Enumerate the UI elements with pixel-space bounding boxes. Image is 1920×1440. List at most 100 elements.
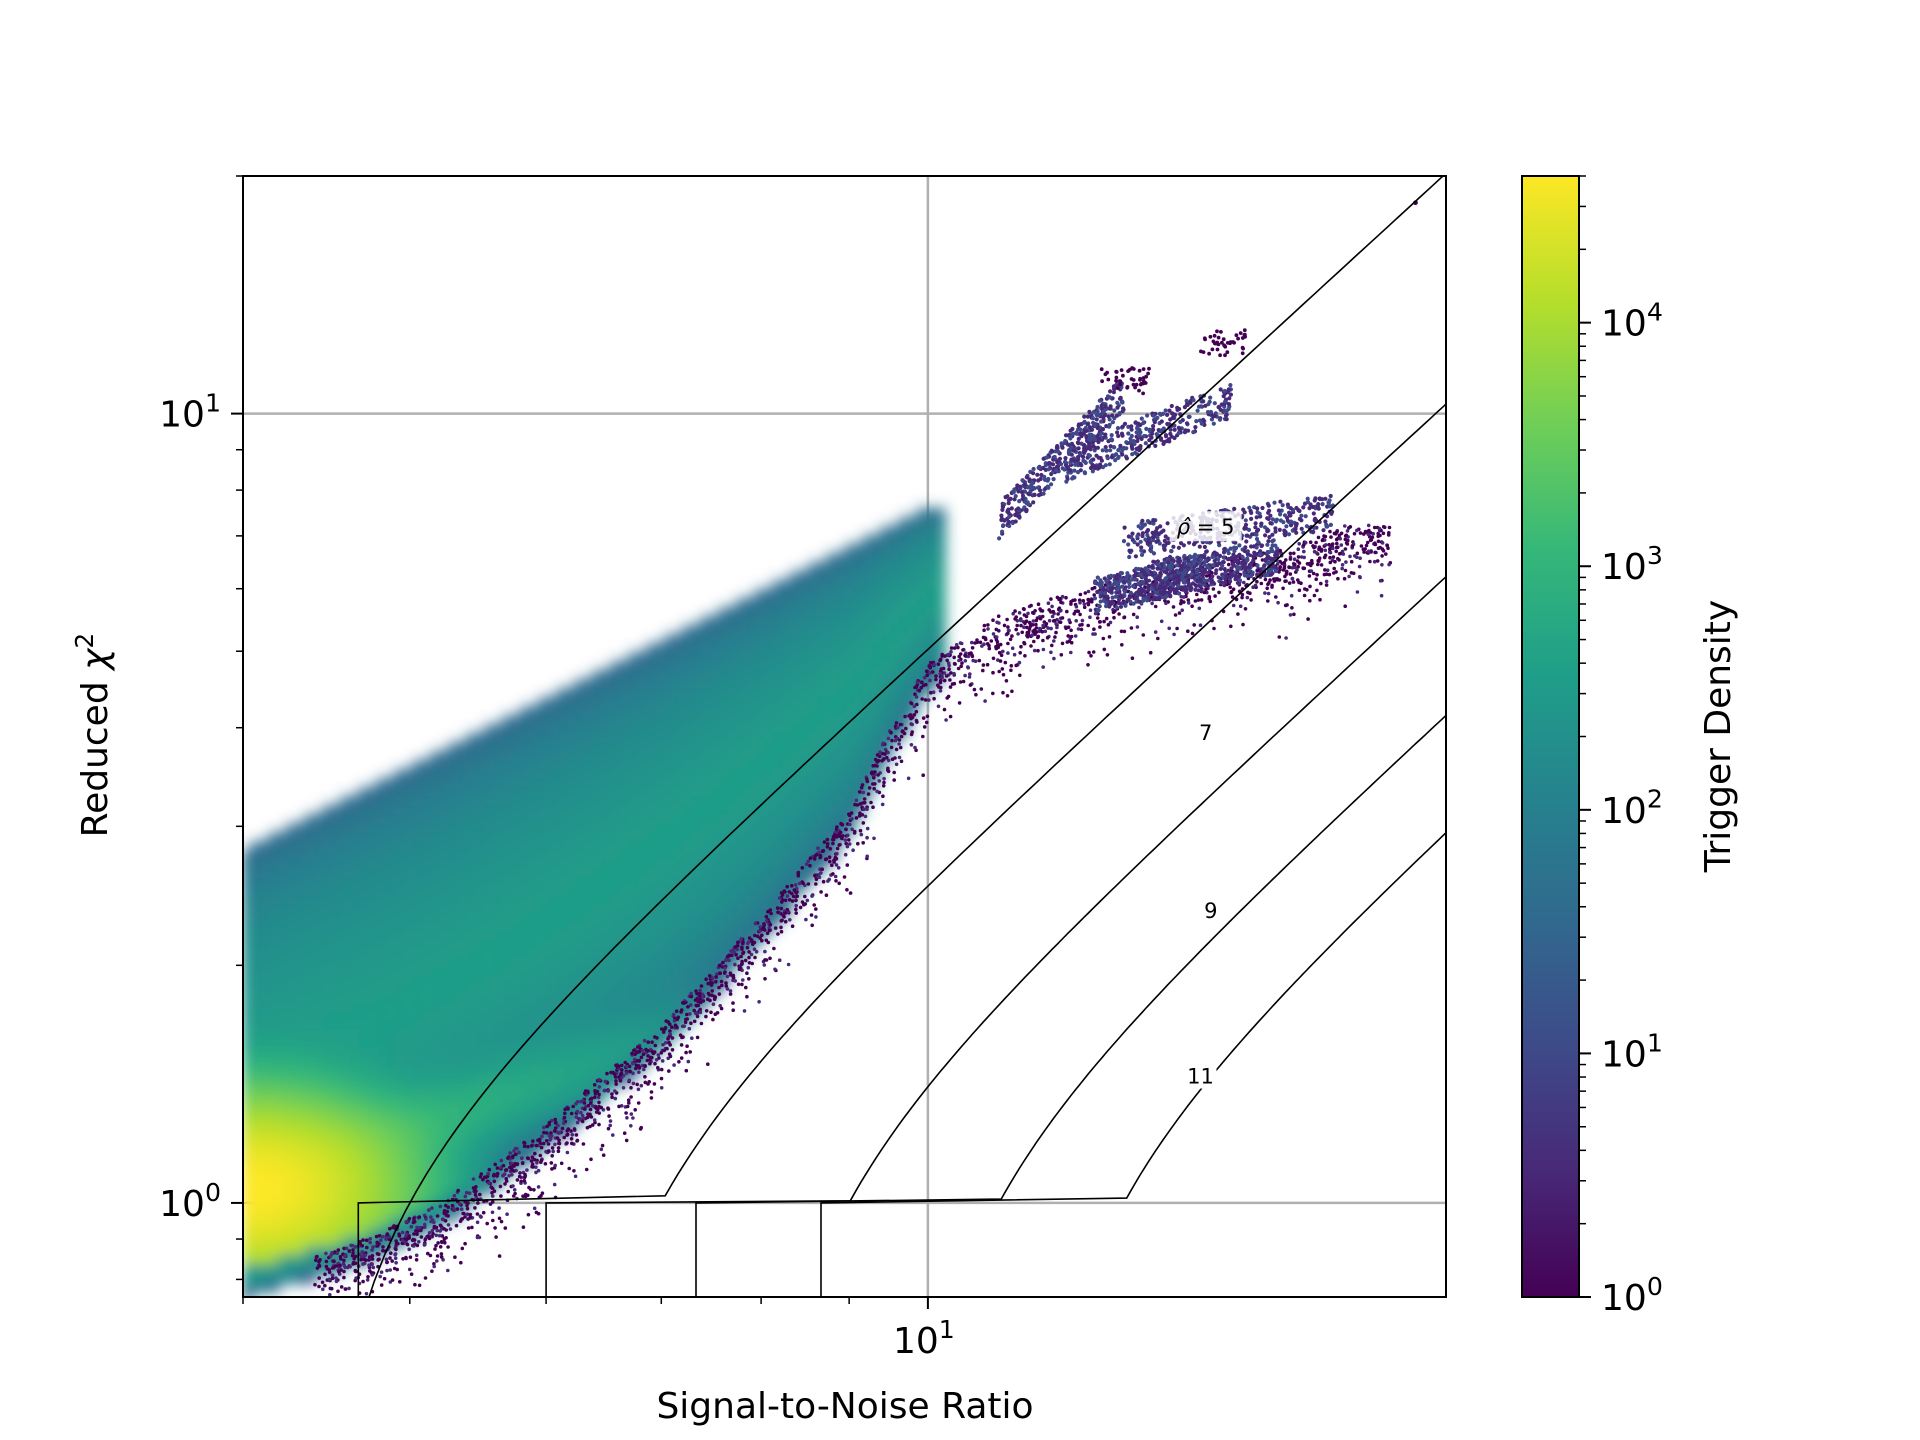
density-speck: [794, 903, 798, 908]
density-speck: [354, 1276, 358, 1280]
density-cell: [503, 733, 514, 744]
density-speck: [1309, 569, 1314, 573]
density-cell: [755, 751, 766, 762]
density-speck: [1387, 531, 1391, 535]
density-cell: [872, 589, 883, 600]
density-cell: [557, 832, 568, 843]
density-speck: [1009, 668, 1013, 673]
density-cell: [575, 994, 586, 1005]
density-cell: [737, 643, 748, 654]
density-cell: [845, 625, 856, 636]
density-speck: [1272, 579, 1277, 583]
density-speck: [1032, 648, 1037, 653]
density-cell: [548, 841, 559, 852]
density-cell: [827, 607, 838, 618]
density-cell: [530, 949, 541, 960]
density-cell: [431, 778, 442, 789]
density-cell: [422, 904, 433, 915]
density-cell: [485, 904, 496, 915]
density-cell: [458, 931, 469, 942]
density-cell: [548, 850, 559, 861]
density-cell: [818, 805, 829, 816]
density-cell: [440, 1057, 451, 1068]
density-speck: [466, 1226, 471, 1230]
density-speck: [704, 977, 708, 981]
density-cell: [251, 1111, 262, 1122]
density-cell: [287, 1057, 298, 1068]
density-cell: [485, 850, 496, 861]
density-cell: [377, 1102, 388, 1113]
density-cell: [701, 931, 712, 942]
density-cell: [521, 796, 532, 807]
density-cell: [377, 796, 388, 807]
density-cell: [359, 1075, 370, 1086]
density-speck: [872, 775, 876, 780]
density-cell: [548, 715, 559, 726]
density-speck: [1372, 525, 1377, 530]
density-cell: [260, 1219, 271, 1230]
density-cell: [728, 697, 739, 708]
density-cell: [908, 634, 919, 645]
density-cell: [350, 1048, 361, 1059]
density-speck: [790, 924, 795, 928]
density-cell: [512, 769, 523, 780]
density-cell: [494, 958, 505, 969]
density-cell: [575, 832, 586, 843]
density-cell: [341, 1183, 352, 1194]
density-cell: [656, 787, 667, 798]
density-speck: [611, 1133, 615, 1137]
density-cell: [854, 643, 865, 654]
density-cell: [791, 733, 802, 744]
density-cell: [296, 940, 307, 951]
density-cell: [575, 1039, 586, 1050]
density-cell: [719, 634, 730, 645]
density-cell: [584, 976, 595, 987]
density-cell: [710, 679, 721, 690]
density-cell: [503, 886, 514, 897]
density-cell: [476, 1003, 487, 1014]
density-cell: [836, 679, 847, 690]
density-cell: [260, 1120, 271, 1131]
density-cell: [647, 922, 658, 933]
density-cell: [485, 1120, 496, 1131]
density-cell: [494, 742, 505, 753]
density-cell: [638, 859, 649, 870]
density-cell: [377, 868, 388, 879]
density-cell: [278, 976, 289, 987]
density-cell: [665, 1012, 676, 1023]
density-cell: [458, 841, 469, 852]
density-speck: [1104, 616, 1109, 621]
density-cell: [476, 904, 487, 915]
density-cell: [935, 535, 946, 546]
density-cell: [503, 742, 514, 753]
density-cell: [251, 1093, 262, 1104]
density-cell: [935, 634, 946, 645]
density-cell: [251, 850, 262, 861]
density-speck: [570, 1133, 575, 1137]
density-speck: [695, 1014, 700, 1019]
density-cell: [683, 958, 694, 969]
density-cell: [269, 913, 280, 924]
density-speck: [432, 1262, 436, 1266]
density-speck: [446, 1245, 450, 1249]
density-speck: [389, 1251, 393, 1255]
density-cell: [323, 859, 334, 870]
density-cell: [746, 643, 757, 654]
density-cell: [449, 985, 460, 996]
density-cell: [728, 742, 739, 753]
density-cell: [539, 823, 550, 834]
density-cell: [854, 751, 865, 762]
density-cell: [773, 688, 784, 699]
density-cell: [521, 1138, 532, 1149]
density-cell: [350, 958, 361, 969]
density-cell: [917, 643, 928, 654]
density-cell: [791, 805, 802, 816]
density-cell: [359, 805, 370, 816]
density-cell: [243, 1255, 253, 1266]
density-cell: [305, 1219, 316, 1230]
density-speck: [499, 1219, 504, 1224]
density-cell: [512, 994, 523, 1005]
density-cell: [449, 751, 460, 762]
density-cell: [494, 949, 505, 960]
density-cell: [413, 949, 424, 960]
